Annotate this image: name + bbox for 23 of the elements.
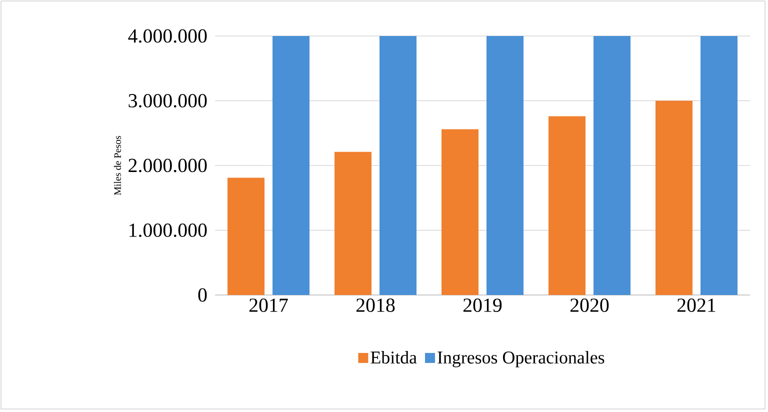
x-tick-label: 2021 — [677, 298, 716, 312]
bar — [442, 129, 479, 295]
x-tick-label: 2018 — [356, 298, 395, 312]
bar — [228, 178, 265, 295]
bar — [548, 116, 586, 295]
bar — [594, 36, 631, 295]
bar — [272, 36, 310, 295]
y-tick-label: 4.000.000 — [128, 29, 207, 43]
y-tick-label: 2.000.000 — [128, 158, 207, 172]
legend-label: Ingresos Operacionales — [438, 350, 604, 368]
bar — [334, 152, 372, 295]
bar — [700, 36, 738, 295]
y-tick-label: 0 — [198, 288, 207, 302]
y-tick-label: 3.000.000 — [128, 94, 207, 108]
bar — [656, 100, 693, 295]
y-tick-label: 1.000.000 — [130, 223, 207, 238]
bar — [380, 36, 417, 295]
x-tick-label: 2017 — [249, 298, 288, 312]
x-tick-label: 2019 — [463, 298, 502, 312]
y-axis-title: Miles de Pesos — [114, 136, 121, 196]
x-tick-label: 2020 — [570, 298, 609, 312]
legend-label: Ebitda — [370, 350, 417, 364]
bar — [486, 36, 524, 295]
